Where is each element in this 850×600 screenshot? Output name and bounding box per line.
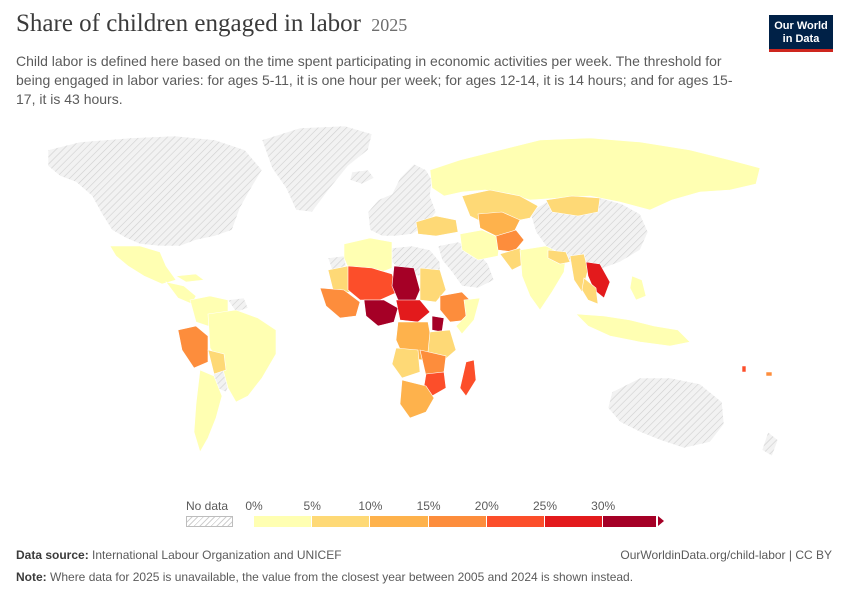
owid-logo[interactable]: Our World in Data (769, 15, 833, 52)
region-cuba[interactable] (175, 273, 205, 283)
legend-no-data-swatch[interactable] (186, 516, 233, 527)
title-text: Share of children engaged in labor (16, 10, 362, 37)
logo-line-1: Our World (774, 20, 828, 32)
region-laos-vietnam[interactable] (585, 261, 611, 299)
legend-bin-5[interactable] (545, 516, 604, 527)
region-fiji[interactable] (765, 371, 773, 377)
title-year: 2025 (371, 15, 408, 35)
region-west-africa[interactable] (319, 287, 361, 319)
region-somalia[interactable] (455, 297, 481, 335)
world-map[interactable] (0, 118, 850, 490)
region-india[interactable] (519, 245, 567, 311)
region-thailand-cambodia[interactable] (581, 277, 599, 305)
region-zimbabwe-mozambique[interactable] (423, 371, 447, 397)
legend-no-data-label: No data (186, 499, 229, 513)
region-madagascar[interactable] (459, 359, 477, 397)
data-source: Data source: International Labour Organi… (16, 548, 342, 562)
region-iran[interactable] (459, 229, 501, 261)
region-new-zealand[interactable] (761, 431, 779, 457)
legend-tick-label: 5% (303, 499, 321, 513)
region-greenland[interactable] (261, 125, 373, 213)
region-vanuatu[interactable] (741, 365, 747, 373)
legend-tick-label: 25% (532, 499, 558, 513)
chart-title: Share of children engaged in labor 2025 (16, 10, 407, 38)
legend-tick-label: 20% (474, 499, 499, 513)
region-western-sahara[interactable] (327, 255, 347, 271)
legend-bin-6[interactable] (603, 516, 658, 527)
region-mongolia[interactable] (545, 195, 601, 217)
region-afghanistan[interactable] (495, 229, 525, 253)
logo-line-2: in Data (782, 33, 820, 45)
region-bolivia[interactable] (207, 349, 227, 375)
chart-note: Note: Where data for 2025 is unavailable… (16, 570, 633, 584)
region-turkey[interactable] (415, 215, 459, 237)
legend-bin-3[interactable] (428, 516, 487, 527)
note-text: Where data for 2025 is unavailable, the … (50, 570, 634, 584)
note-label: Note: (16, 570, 47, 584)
legend-bin-2[interactable] (370, 516, 429, 527)
region-uganda[interactable] (431, 315, 445, 333)
region-iceland[interactable] (349, 169, 375, 185)
data-source-label: Data source: (16, 548, 89, 562)
region-philippines[interactable] (629, 275, 647, 301)
region-car-cameroon[interactable] (395, 299, 431, 323)
region-angola[interactable] (391, 347, 421, 379)
region-mexico[interactable] (109, 245, 177, 285)
region-argentina-chile[interactable] (193, 369, 223, 453)
region-guianas[interactable] (227, 297, 249, 313)
legend-tick-label: 15% (416, 499, 441, 513)
legend-tick-label: 30% (591, 499, 616, 513)
region-mali-niger[interactable] (347, 265, 399, 301)
chart-url[interactable]: OurWorldinData.org/child-labor | CC BY (620, 548, 832, 562)
region-indonesia[interactable] (575, 313, 691, 347)
legend-bin-4[interactable] (486, 516, 545, 527)
region-nepal-bangladesh[interactable] (547, 249, 571, 265)
chart-subtitle: Child labor is defined here based on the… (16, 53, 733, 107)
map-legend: No data 0% 5% 10% 15% 20% 25% 30% (0, 492, 850, 536)
region-southern-africa[interactable] (399, 379, 435, 419)
region-russia[interactable] (429, 137, 761, 211)
legend-arrow (658, 516, 664, 526)
legend-tick-label: 10% (358, 499, 383, 513)
region-north-america[interactable] (47, 135, 263, 247)
legend-bin-1[interactable] (312, 516, 371, 527)
legend-tick-label: 0% (245, 499, 263, 513)
legend-bin-0[interactable] (254, 516, 313, 527)
region-australia[interactable] (607, 377, 725, 449)
region-nigeria[interactable] (363, 299, 399, 327)
region-peru[interactable] (177, 325, 209, 369)
data-source-text[interactable]: International Labour Organization and UN… (92, 548, 342, 562)
